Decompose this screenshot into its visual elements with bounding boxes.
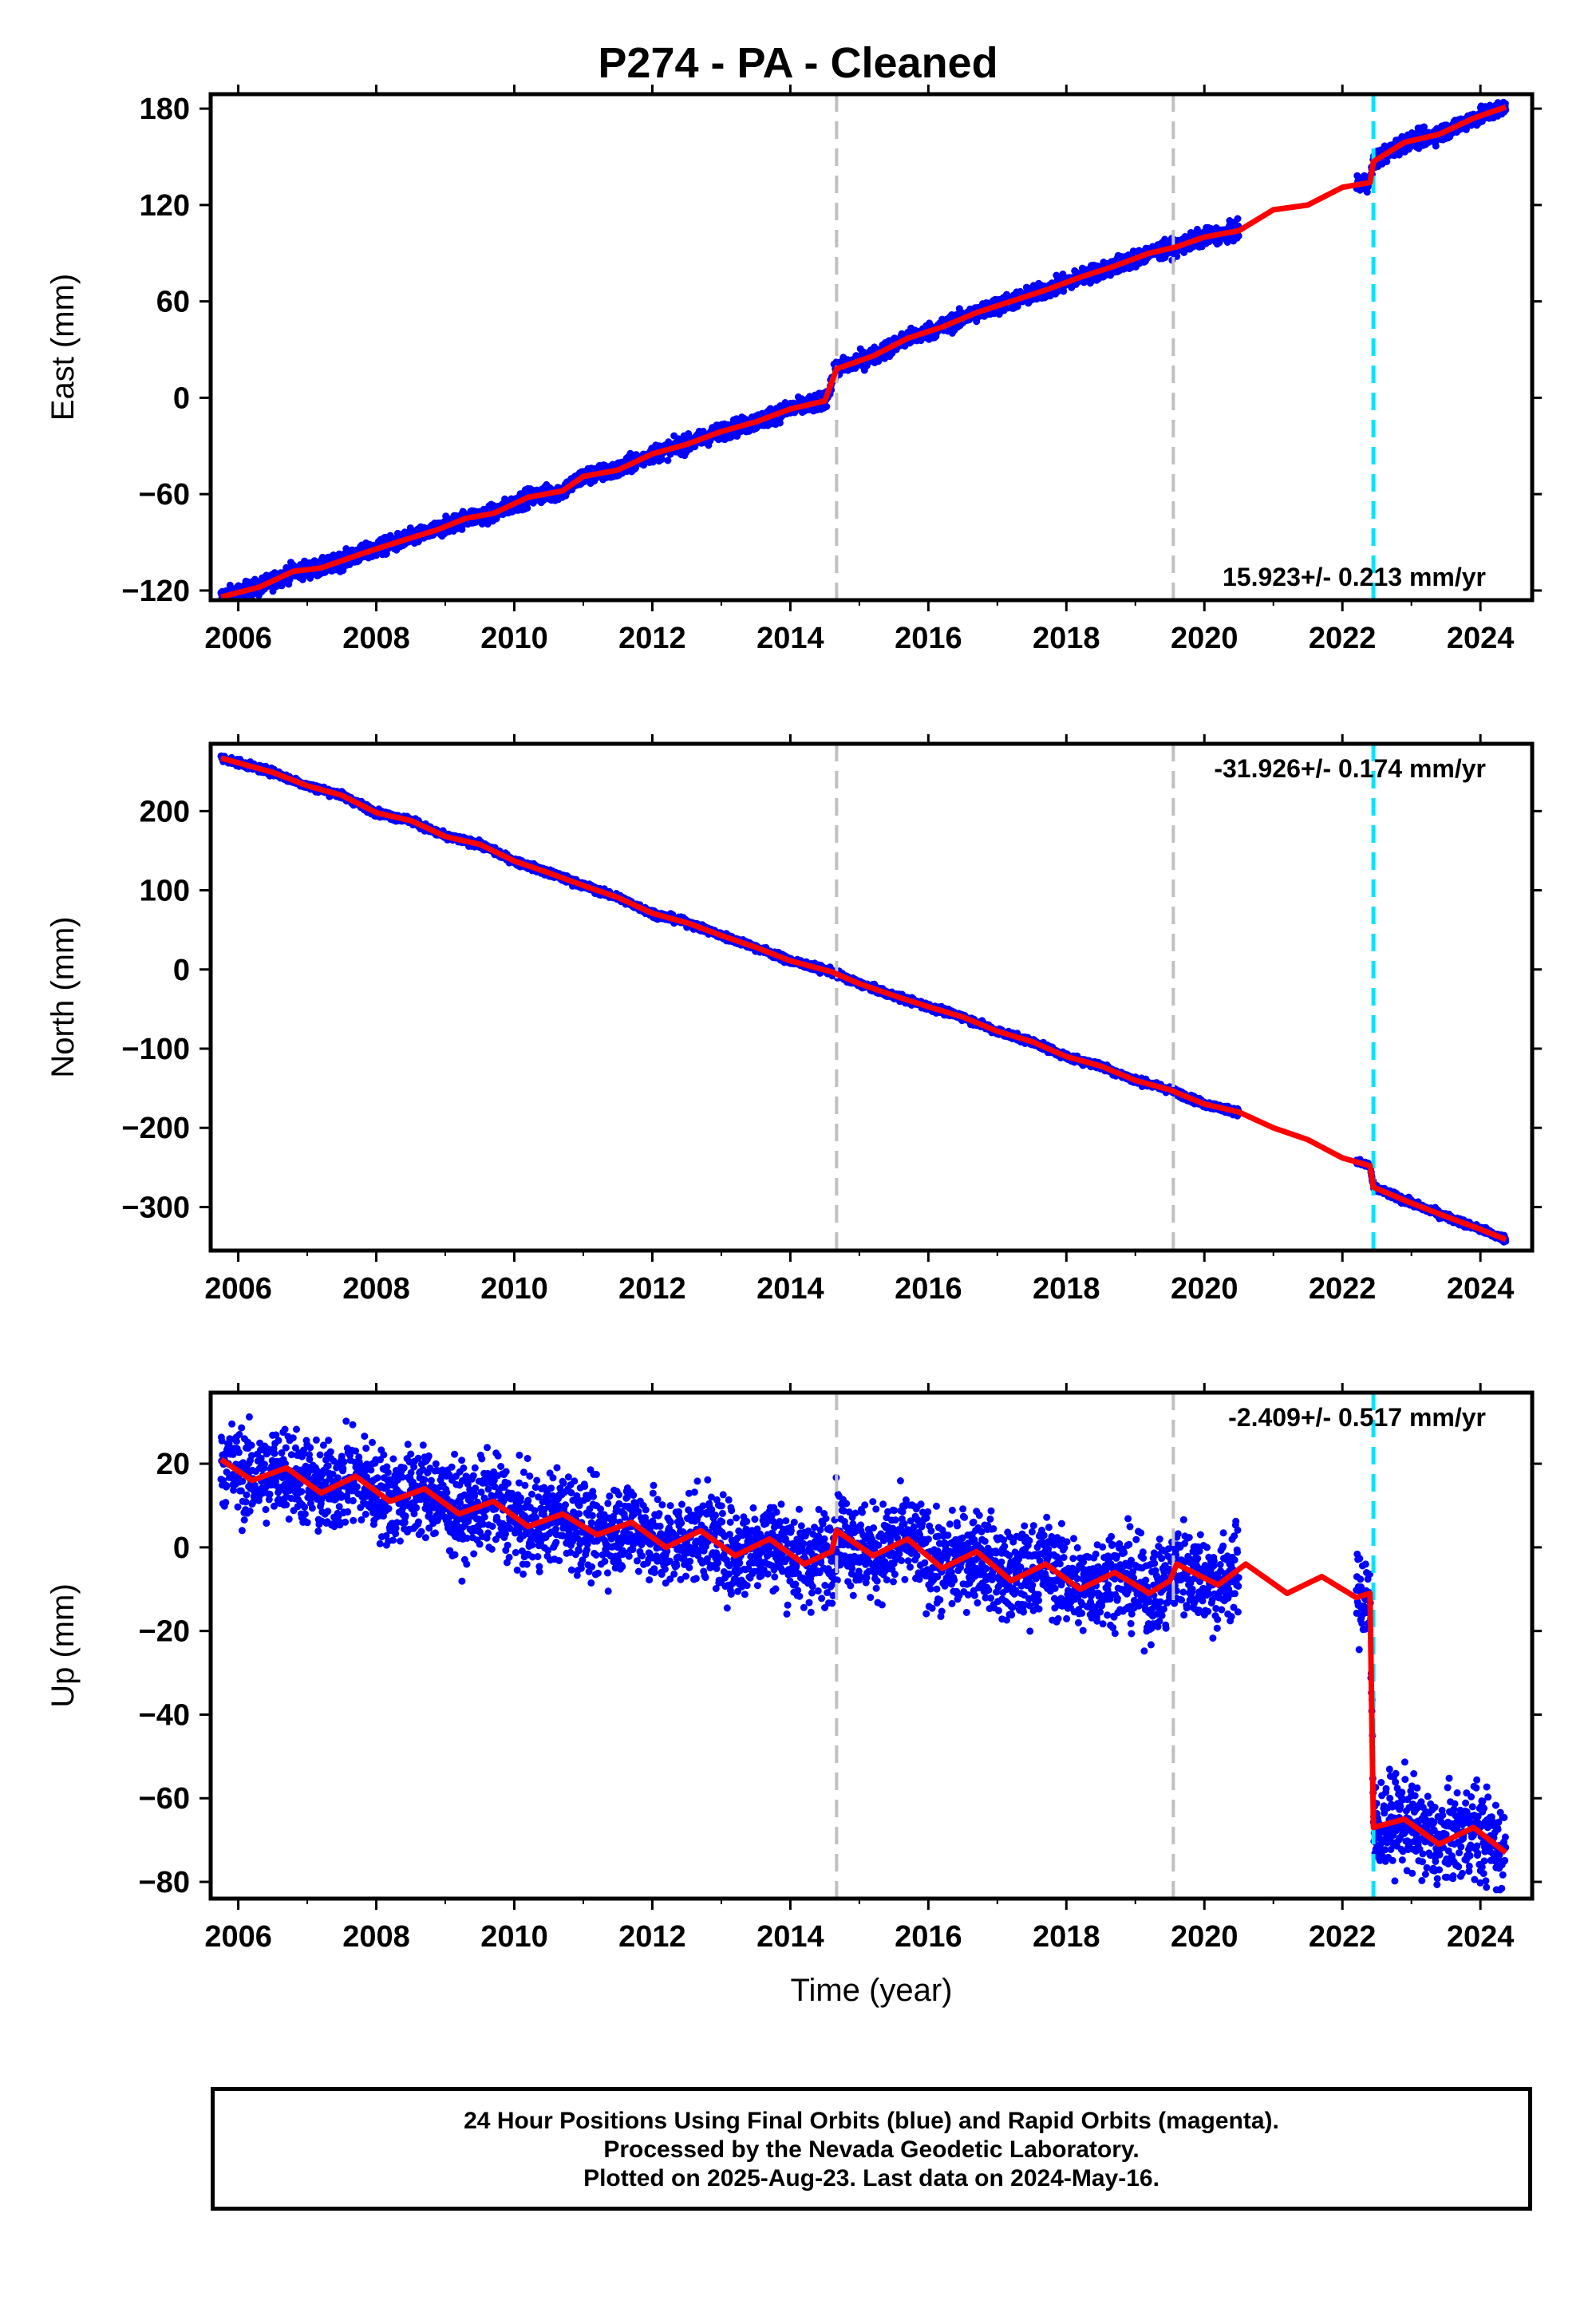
- east-x-tick-label: 2020: [1171, 622, 1238, 655]
- up-x-tick-label: 2018: [1033, 1920, 1100, 1954]
- east-y-tick-label: 180: [140, 93, 190, 126]
- north-y-axis-label: North (mm): [45, 916, 81, 1077]
- north-x-tick-label: 2006: [204, 1272, 272, 1306]
- up-x-tick-label: 2006: [204, 1920, 272, 1954]
- up-x-tick-label: 2024: [1447, 1920, 1515, 1954]
- east-data-dots: [217, 98, 1510, 600]
- up-x-tick-label: 2014: [757, 1920, 824, 1954]
- east-y-tick-label: −120: [121, 575, 190, 608]
- east-x-tick-label: 2012: [618, 622, 686, 655]
- footer-line-2: Processed by the Nevada Geodetic Laborat…: [603, 2136, 1140, 2163]
- up-model-line: [219, 1456, 1508, 1856]
- footer-line-3: Plotted on 2025-Aug-23. Last data on 202…: [583, 2165, 1159, 2192]
- north-x-tick-label: 2018: [1033, 1272, 1100, 1306]
- north-x-tick-label: 2010: [480, 1272, 548, 1306]
- east-y-tick-label: 0: [173, 381, 190, 415]
- north-x-tick-label: 2008: [342, 1272, 410, 1306]
- east-y-tick-label: −60: [139, 478, 190, 512]
- footer-line-1: 24 Hour Positions Using Final Orbits (bl…: [464, 2108, 1279, 2134]
- up-y-tick-label: −40: [139, 1698, 190, 1732]
- up-data-dots: [217, 1413, 1510, 1894]
- up-x-tick-label: 2008: [342, 1920, 410, 1954]
- footer-box: 24 Hour Positions Using Final Orbits (bl…: [211, 2087, 1532, 2211]
- east-x-tick-label: 2022: [1309, 622, 1377, 655]
- north-data-dots: [217, 752, 1510, 1246]
- north-y-tick-label: −300: [121, 1191, 190, 1224]
- north-x-tick-label: 2012: [618, 1272, 686, 1306]
- east-y-axis-label: East (mm): [45, 274, 81, 421]
- up-rate-label: -2.409+/- 0.517 mm/yr: [1228, 1403, 1486, 1432]
- north-x-tick-label: 2016: [895, 1272, 962, 1306]
- up-x-tick-label: 2016: [895, 1920, 962, 1954]
- east-x-tick-label: 2006: [204, 622, 272, 655]
- north-x-tick-label: 2024: [1447, 1272, 1515, 1306]
- north-data-points: [217, 752, 1510, 1246]
- up-y-tick-label: 0: [173, 1531, 190, 1565]
- up-panel: 2006 2008 2010 2012 2014 2016 2018 2020 2022 2024…: [45, 1383, 1542, 2008]
- east-x-tick-label: 2010: [480, 622, 548, 655]
- east-rate-label: 15.923+/- 0.213 mm/yr: [1223, 563, 1486, 591]
- north-y-tick-label: −100: [121, 1033, 190, 1066]
- east-data-points: [217, 98, 1510, 600]
- north-x-tick-label: 2014: [757, 1272, 824, 1306]
- east-plot-frame: [208, 92, 1535, 603]
- east-x-tick-label: 2024: [1447, 622, 1515, 655]
- north-x-tick-label: 2022: [1309, 1272, 1377, 1306]
- east-x-tick-label: 2008: [342, 622, 410, 655]
- east-panel: 2006 2008 2010 2012 2014 2016 2018 2020 2022 2024…: [45, 85, 1542, 655]
- up-y-axis-label: Up (mm): [45, 1583, 81, 1708]
- north-x-tick-label: 2020: [1171, 1272, 1238, 1306]
- up-x-tick-label: 2012: [618, 1920, 686, 1954]
- north-panel: 2006 2008 2010 2012 2014 2016 2018 2020 2022 2024…: [45, 734, 1542, 1306]
- up-x-tick-label: 2020: [1171, 1920, 1238, 1954]
- up-x-axis-label: Time (year): [791, 1973, 953, 2008]
- up-y-tick-label: 20: [156, 1448, 190, 1481]
- up-data-points: [217, 1413, 1510, 1894]
- east-model-line: [220, 104, 1507, 600]
- east-x-tick-label: 2014: [757, 622, 824, 655]
- north-plot-frame: [208, 741, 1535, 1253]
- east-x-tick-label: 2018: [1033, 622, 1100, 655]
- north-y-tick-label: −200: [121, 1112, 190, 1145]
- east-x-tick-label: 2016: [895, 622, 962, 655]
- up-y-tick-label: −60: [139, 1782, 190, 1816]
- north-model-line: [220, 755, 1507, 1243]
- north-rate-label: -31.926+/- 0.174 mm/yr: [1214, 754, 1486, 783]
- east-y-tick-label: 60: [156, 286, 190, 319]
- page-title: P274 - PA - Cleaned: [598, 39, 998, 87]
- up-y-tick-label: −20: [139, 1615, 190, 1649]
- north-y-tick-label: 0: [173, 954, 190, 987]
- up-x-tick-label: 2022: [1309, 1920, 1377, 1954]
- up-x-tick-label: 2010: [480, 1920, 548, 1954]
- north-y-tick-label: 200: [140, 795, 190, 828]
- east-y-tick-label: 120: [140, 189, 190, 223]
- up-plot-frame: [208, 1390, 1535, 1901]
- up-y-tick-label: −80: [139, 1866, 190, 1899]
- north-y-tick-label: 100: [140, 875, 190, 908]
